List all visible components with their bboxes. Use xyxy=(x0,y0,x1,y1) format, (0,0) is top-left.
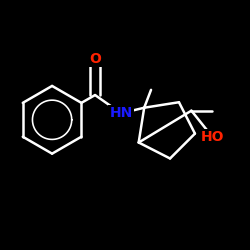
Text: HO: HO xyxy=(200,130,224,144)
Text: HN: HN xyxy=(110,106,133,120)
Text: O: O xyxy=(89,52,101,66)
